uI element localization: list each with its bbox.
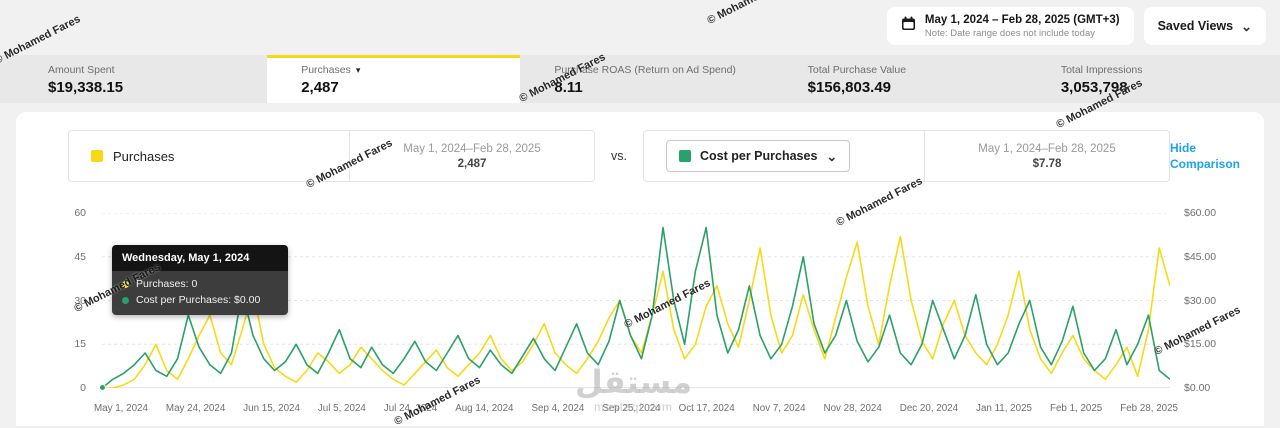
saved-views-label: Saved Views: [1157, 19, 1234, 33]
y-tick: 0: [80, 382, 86, 394]
dropdown-arrow-icon[interactable]: ▾: [355, 64, 361, 75]
secondary-series-range: May 1, 2024–Feb 28, 2025 $7.78: [925, 131, 1169, 181]
primary-series-label: Purchases: [113, 148, 175, 164]
x-tick: Jan 11, 2025: [976, 403, 1032, 414]
tab-purchase-roas[interactable]: Purchase ROAS (Return on Ad Spend) 8.11: [520, 55, 773, 103]
x-tick: Feb 1, 2025: [1049, 403, 1103, 414]
metric-value: $156,803.49: [807, 79, 892, 96]
chart-area: 60 45 30 15 0 Wednesday, May 1, 2024 Pur…: [46, 207, 1234, 426]
date-range-text: May 1, 2024 – Feb 28, 2025 (GMT+3) Note:…: [925, 14, 1120, 39]
secondary-series-box: Cost per Purchases ⌄ May 1, 2024–Feb 28,…: [642, 130, 1170, 182]
x-tick: Dec 20, 2024: [899, 403, 959, 414]
date-range-note: Note: Date range does not include today: [924, 27, 1095, 39]
y-tick: 30: [74, 294, 86, 307]
cost-dot-icon: [122, 296, 129, 304]
chart-card: Purchases May 1, 2024–Feb 28, 2025 2,487…: [16, 112, 1264, 426]
purchases-swatch-icon: [91, 150, 103, 162]
tooltip-body: Purchases: 0 Cost per Purchases: $0.00: [112, 271, 288, 315]
line-chart-svg: [102, 213, 1170, 388]
saved-views-button[interactable]: Saved Views ⌄: [1143, 7, 1266, 45]
tab-total-purchase-value[interactable]: Total Purchase Value $156,803.49: [774, 55, 1027, 103]
divider: [923, 131, 925, 181]
tab-purchases[interactable]: Purchases ▾ 2,487: [267, 55, 521, 103]
primary-range-text: May 1, 2024–Feb 28, 2025: [403, 142, 541, 155]
secondary-series-label: Cost per Purchases: [699, 149, 818, 163]
purchases-dot-icon: [122, 280, 129, 288]
secondary-range-text: May 1, 2024–Feb 28, 2025: [978, 142, 1116, 155]
chart-tooltip: Wednesday, May 1, 2024 Purchases: 0 Cost…: [112, 245, 288, 315]
x-tick: Jul 24, 2024: [383, 403, 438, 414]
cost-per-purchases-swatch-icon: [678, 150, 691, 162]
x-tick: May 24, 2024: [165, 403, 226, 414]
x-tick: May 1, 2024: [94, 403, 148, 414]
metric-label: Amount Spent: [48, 64, 115, 76]
x-tick: Nov 28, 2024: [823, 403, 882, 414]
metric-value: $19,338.15: [48, 79, 124, 96]
secondary-range-value: $7.78: [1032, 157, 1062, 170]
x-tick: Jun 15, 2024: [243, 403, 300, 414]
metric-value: 8.11: [554, 79, 583, 96]
hover-point-marker: [99, 384, 106, 391]
primary-range-value: 2,487: [457, 157, 487, 170]
chevron-down-icon: ⌄: [1241, 18, 1252, 34]
hide-comparison-link[interactable]: Hide Comparison: [1169, 140, 1240, 171]
tab-amount-spent[interactable]: Amount Spent $19,338.15: [0, 55, 267, 103]
x-tick: Aug 14, 2024: [455, 403, 514, 414]
tooltip-title: Wednesday, May 1, 2024: [112, 245, 288, 271]
y-axis-left: 60 45 30 15 0: [46, 207, 94, 394]
metric-label: Purchases: [301, 64, 351, 76]
metric-value: 2,487: [301, 79, 339, 96]
watermark: © Mohamed Fares: [705, 0, 796, 27]
y-tick: $30.00: [1184, 294, 1217, 307]
y-tick: $45.00: [1184, 250, 1217, 263]
x-tick: Oct 17, 2024: [678, 403, 735, 414]
top-bar: May 1, 2024 – Feb 28, 2025 (GMT+3) Note:…: [886, 7, 1266, 45]
vs-label: vs.: [611, 149, 627, 163]
metric-tabs: Amount Spent $19,338.15 Purchases ▾ 2,48…: [0, 55, 1280, 103]
x-tick: Jul 5, 2024: [317, 403, 366, 414]
metric-value: 3,053,798: [1060, 79, 1128, 96]
primary-series-legend: Purchases: [69, 131, 349, 181]
date-range-picker[interactable]: May 1, 2024 – Feb 28, 2025 (GMT+3) Note:…: [886, 7, 1134, 45]
secondary-metric-dropdown[interactable]: Cost per Purchases ⌄: [665, 140, 851, 172]
tooltip-row-purchases: Purchases: 0: [136, 278, 198, 290]
metric-label: Purchase ROAS (Return on Ad Spend): [554, 64, 736, 76]
metric-label: Total Impressions: [1060, 64, 1143, 76]
x-axis: May 1, 2024 May 24, 2024 Jun 15, 2024 Ju…: [94, 403, 1178, 414]
y-tick: 60: [74, 207, 86, 219]
date-range-value: May 1, 2024 – Feb 28, 2025 (GMT+3): [924, 13, 1120, 26]
chart-plot[interactable]: Wednesday, May 1, 2024 Purchases: 0 Cost…: [99, 213, 1170, 391]
y-axis-right: $60.00 $45.00 $30.00 $15.00 $0.00: [1178, 207, 1234, 394]
calendar-icon: [901, 16, 916, 36]
x-tick: Sep 4, 2024: [531, 403, 585, 414]
x-tick: Feb 28, 2025: [1120, 403, 1178, 414]
primary-series-box: Purchases May 1, 2024–Feb 28, 2025 2,487: [68, 130, 595, 182]
tooltip-row-cost: Cost per Purchases: $0.00: [136, 294, 261, 306]
metric-label: Total Purchase Value: [807, 64, 907, 76]
x-tick: Nov 7, 2024: [752, 403, 806, 414]
secondary-series-legend: Cost per Purchases ⌄: [644, 131, 924, 181]
divider: [349, 131, 350, 181]
x-tick: Sep 25, 2024: [602, 403, 661, 414]
comparison-controls: Purchases May 1, 2024–Feb 28, 2025 2,487…: [68, 130, 1240, 182]
y-tick: $0.00: [1184, 382, 1211, 394]
y-tick: $60.00: [1184, 207, 1217, 219]
tab-total-impressions[interactable]: Total Impressions 3,053,798: [1027, 55, 1280, 103]
primary-series-range: May 1, 2024–Feb 28, 2025 2,487: [350, 131, 594, 181]
chevron-down-icon: ⌄: [826, 148, 838, 164]
y-tick: 15: [74, 338, 86, 351]
y-tick: $15.00: [1184, 338, 1217, 351]
y-tick: 45: [74, 250, 86, 263]
